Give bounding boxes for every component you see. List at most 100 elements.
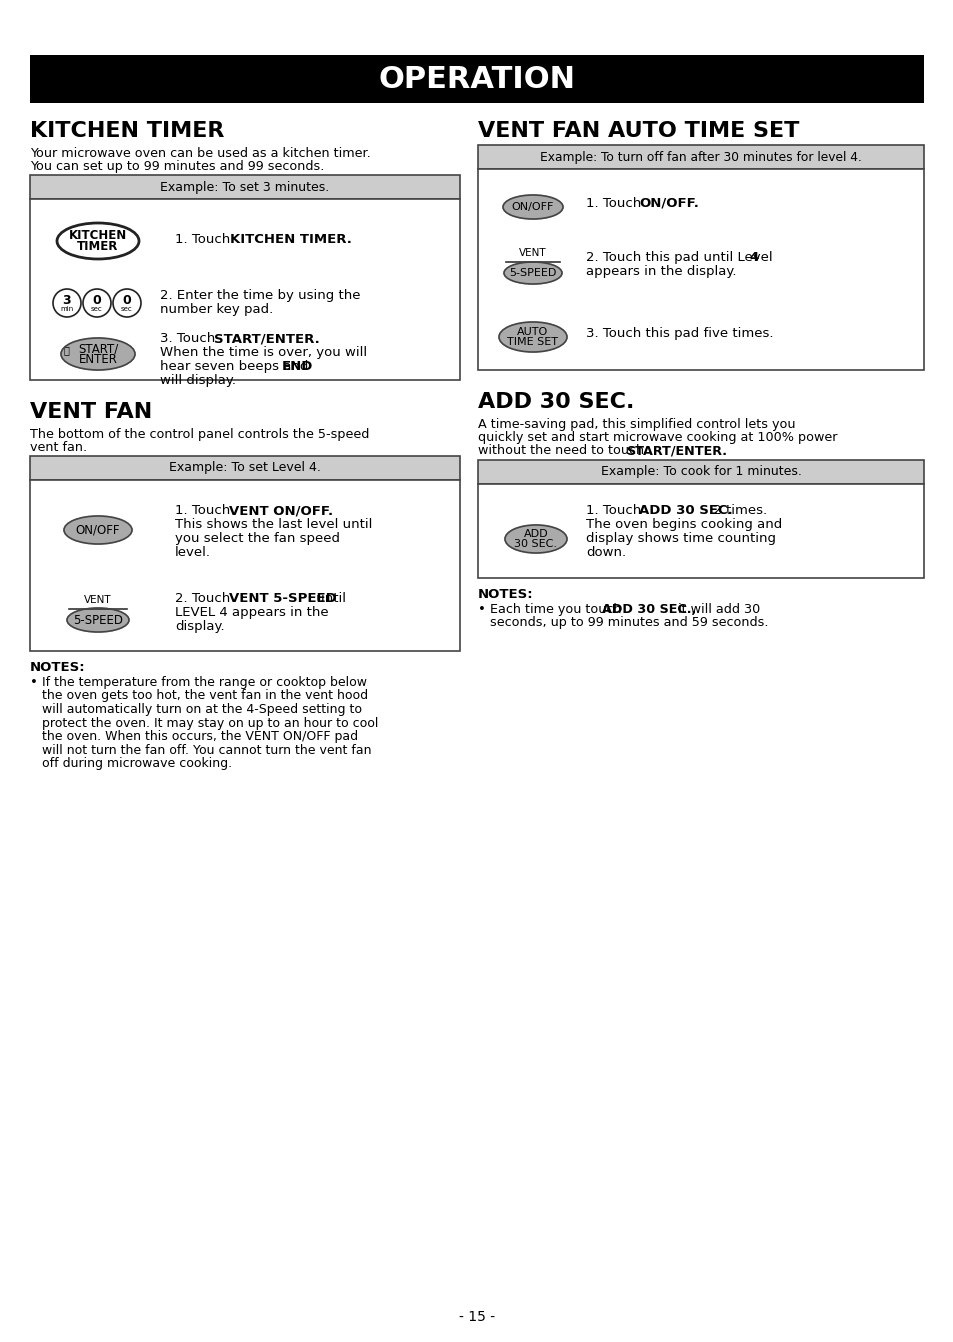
- Text: ADD: ADD: [523, 529, 548, 539]
- Text: A time-saving pad, this simplified control lets you: A time-saving pad, this simplified contr…: [477, 417, 795, 431]
- Text: protect the oven. It may stay on up to an hour to cool: protect the oven. It may stay on up to a…: [42, 717, 378, 730]
- Text: 0: 0: [123, 294, 132, 307]
- Text: sec: sec: [91, 306, 103, 311]
- Text: number key pad.: number key pad.: [160, 303, 273, 315]
- Text: KITCHEN: KITCHEN: [69, 229, 127, 242]
- Text: TIMER: TIMER: [77, 240, 118, 254]
- Text: NOTES:: NOTES:: [30, 662, 86, 674]
- Ellipse shape: [64, 517, 132, 544]
- Text: 5-SPEED: 5-SPEED: [73, 613, 123, 627]
- Text: VENT FAN: VENT FAN: [30, 403, 152, 421]
- Text: AUTO: AUTO: [517, 327, 548, 337]
- Text: LEVEL 4 appears in the: LEVEL 4 appears in the: [174, 607, 328, 619]
- Bar: [30, 456, 459, 480]
- Text: the oven. When this occurs, the VENT ON/OFF pad: the oven. When this occurs, the VENT ON/…: [42, 730, 357, 743]
- Text: Example: To set 3 minutes.: Example: To set 3 minutes.: [160, 181, 330, 193]
- Text: VENT FAN AUTO TIME SET: VENT FAN AUTO TIME SET: [477, 121, 799, 141]
- Text: 2. Enter the time by using the: 2. Enter the time by using the: [160, 289, 360, 302]
- Text: The oven begins cooking and: The oven begins cooking and: [585, 518, 781, 531]
- Text: The bottom of the control panel controls the 5-speed: The bottom of the control panel controls…: [30, 428, 369, 442]
- Text: seconds, up to 99 minutes and 59 seconds.: seconds, up to 99 minutes and 59 seconds…: [490, 616, 768, 629]
- Bar: [477, 484, 923, 578]
- Bar: [477, 145, 923, 169]
- Text: hear seven beeps and: hear seven beeps and: [160, 360, 313, 373]
- Text: •: •: [477, 603, 485, 616]
- Text: Each time you touch: Each time you touch: [490, 603, 625, 616]
- Text: START/ENTER.: START/ENTER.: [213, 331, 319, 345]
- Text: - 15 -: - 15 -: [458, 1310, 495, 1325]
- Bar: [30, 55, 923, 103]
- Text: START/ENTER.: START/ENTER.: [625, 444, 726, 458]
- Text: without the need to touch: without the need to touch: [477, 444, 647, 458]
- Text: ADD 30 SEC.: ADD 30 SEC.: [477, 392, 634, 412]
- Ellipse shape: [498, 322, 566, 352]
- Text: down.: down.: [585, 546, 625, 560]
- Text: vent fan.: vent fan.: [30, 442, 87, 454]
- Text: If the temperature from the range or cooktop below: If the temperature from the range or coo…: [42, 676, 367, 688]
- Text: 1. Touch: 1. Touch: [174, 505, 234, 517]
- Text: sec: sec: [121, 306, 132, 311]
- Text: TIME SET: TIME SET: [507, 337, 558, 346]
- Text: off during microwave cooking.: off during microwave cooking.: [42, 757, 232, 770]
- Text: ADD 30 SEC.: ADD 30 SEC.: [639, 505, 732, 517]
- Text: display shows time counting: display shows time counting: [585, 531, 775, 545]
- Text: KITCHEN TIMER: KITCHEN TIMER: [30, 121, 224, 141]
- Text: ON/OFF.: ON/OFF.: [639, 197, 699, 209]
- Text: will not turn the fan off. You cannot turn the vent fan: will not turn the fan off. You cannot tu…: [42, 743, 371, 757]
- Text: appears in the display.: appears in the display.: [585, 264, 736, 278]
- Text: it will add 30: it will add 30: [673, 603, 760, 616]
- Text: VENT 5-SPEED: VENT 5-SPEED: [229, 592, 336, 605]
- Text: ADD 30 SEC.,: ADD 30 SEC.,: [601, 603, 696, 616]
- Ellipse shape: [503, 262, 561, 285]
- Text: This shows the last level until: This shows the last level until: [174, 518, 372, 531]
- Text: min: min: [60, 306, 73, 311]
- Text: 30 SEC.: 30 SEC.: [514, 538, 557, 549]
- Text: ENTER: ENTER: [78, 353, 117, 365]
- Bar: [477, 460, 923, 484]
- Text: 3: 3: [63, 294, 71, 307]
- Text: ⚿: ⚿: [63, 345, 69, 356]
- Text: ON/OFF: ON/OFF: [511, 203, 554, 212]
- Text: Example: To cook for 1 minutes.: Example: To cook for 1 minutes.: [600, 466, 801, 479]
- Text: 1. Touch: 1. Touch: [585, 197, 645, 209]
- Ellipse shape: [504, 525, 566, 553]
- Text: 3. Touch this pad five times.: 3. Touch this pad five times.: [585, 327, 773, 340]
- Text: 5-SPEED: 5-SPEED: [509, 268, 557, 278]
- Text: Your microwave oven can be used as a kitchen timer.: Your microwave oven can be used as a kit…: [30, 148, 371, 160]
- Text: quickly set and start microwave cooking at 100% power: quickly set and start microwave cooking …: [477, 431, 837, 444]
- Text: VENT: VENT: [84, 595, 112, 605]
- Text: Example: To turn off fan after 30 minutes for level 4.: Example: To turn off fan after 30 minute…: [539, 150, 861, 164]
- Ellipse shape: [67, 608, 129, 632]
- Text: VENT ON/OFF.: VENT ON/OFF.: [229, 505, 333, 517]
- Text: END: END: [282, 360, 313, 373]
- Text: display.: display.: [174, 620, 224, 633]
- Text: START/: START/: [78, 342, 118, 356]
- Text: 0: 0: [92, 294, 101, 307]
- Text: 4: 4: [748, 251, 758, 264]
- Bar: [477, 169, 923, 370]
- Text: NOTES:: NOTES:: [477, 588, 533, 601]
- Text: When the time is over, you will: When the time is over, you will: [160, 346, 367, 360]
- Text: 1. Touch: 1. Touch: [174, 234, 234, 246]
- Text: will automatically turn on at the 4-Speed setting to: will automatically turn on at the 4-Spee…: [42, 703, 361, 717]
- Text: VENT: VENT: [518, 248, 546, 258]
- Text: 1. Touch: 1. Touch: [585, 505, 645, 517]
- Text: ON/OFF: ON/OFF: [75, 523, 120, 537]
- Text: OPERATION: OPERATION: [378, 64, 575, 94]
- Text: KITCHEN TIMER.: KITCHEN TIMER.: [230, 234, 352, 246]
- Bar: [30, 199, 459, 380]
- Text: You can set up to 99 minutes and 99 seconds.: You can set up to 99 minutes and 99 seco…: [30, 160, 324, 173]
- Ellipse shape: [61, 338, 135, 370]
- Ellipse shape: [502, 195, 562, 219]
- Text: Example: To set Level 4.: Example: To set Level 4.: [169, 462, 320, 475]
- Text: 2. Touch: 2. Touch: [174, 592, 234, 605]
- Text: 2 times.: 2 times.: [708, 505, 766, 517]
- Text: level.: level.: [174, 546, 211, 560]
- Text: the oven gets too hot, the vent fan in the vent hood: the oven gets too hot, the vent fan in t…: [42, 690, 368, 702]
- Bar: [30, 174, 459, 199]
- Text: will display.: will display.: [160, 374, 235, 386]
- Text: you select the fan speed: you select the fan speed: [174, 531, 339, 545]
- Text: •: •: [30, 676, 38, 688]
- Text: 2. Touch this pad until Level: 2. Touch this pad until Level: [585, 251, 776, 264]
- Text: until: until: [312, 592, 346, 605]
